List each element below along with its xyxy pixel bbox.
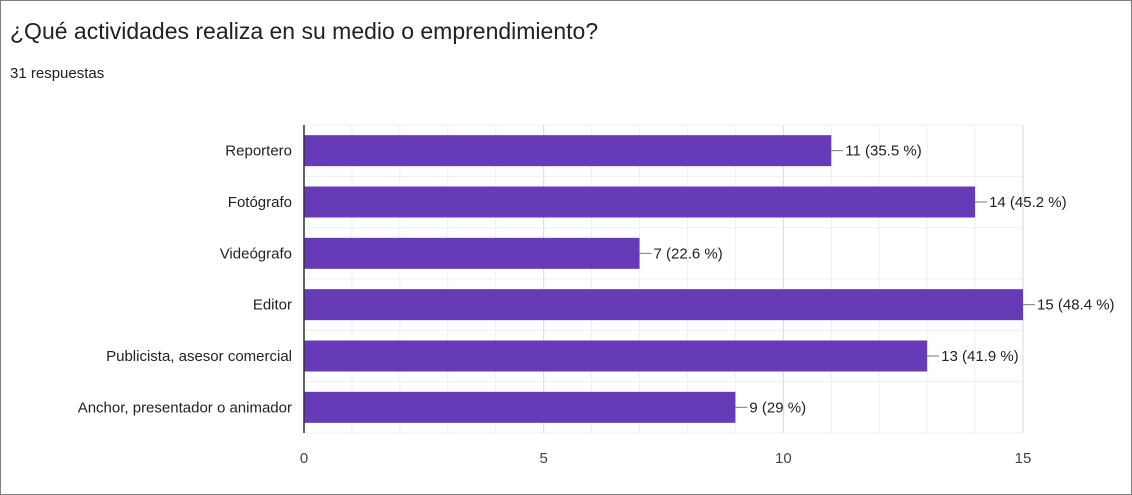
data-label: 7 (22.6 %)	[654, 245, 723, 262]
data-label: 15 (48.4 %)	[1037, 297, 1115, 314]
x-tick-label: 15	[1015, 450, 1032, 467]
category-label: Editor	[253, 297, 292, 314]
bar	[304, 135, 832, 167]
x-tick-label: 10	[775, 450, 792, 467]
data-label: 13 (41.9 %)	[941, 348, 1019, 365]
response-count: 31 respuestas	[10, 65, 105, 82]
x-tick-label: 0	[300, 450, 308, 467]
x-tick-label: 5	[539, 450, 547, 467]
category-label: Anchor, presentador o animador	[78, 399, 292, 416]
category-label: Reportero	[225, 143, 292, 160]
bar	[304, 340, 928, 372]
category-label: Videógrafo	[220, 245, 292, 262]
question-title: ¿Qué actividades realiza en su medio o e…	[10, 18, 599, 44]
bar	[304, 289, 1023, 321]
data-label: 9 (29 %)	[749, 399, 806, 416]
category-label: Fotógrafo	[228, 194, 292, 211]
bar	[304, 186, 976, 218]
data-label: 14 (45.2 %)	[989, 194, 1067, 211]
category-label: Publicista, asesor comercial	[106, 348, 292, 365]
bar	[304, 237, 640, 269]
data-label: 11 (35.5 %)	[845, 143, 921, 160]
bar	[304, 391, 736, 423]
